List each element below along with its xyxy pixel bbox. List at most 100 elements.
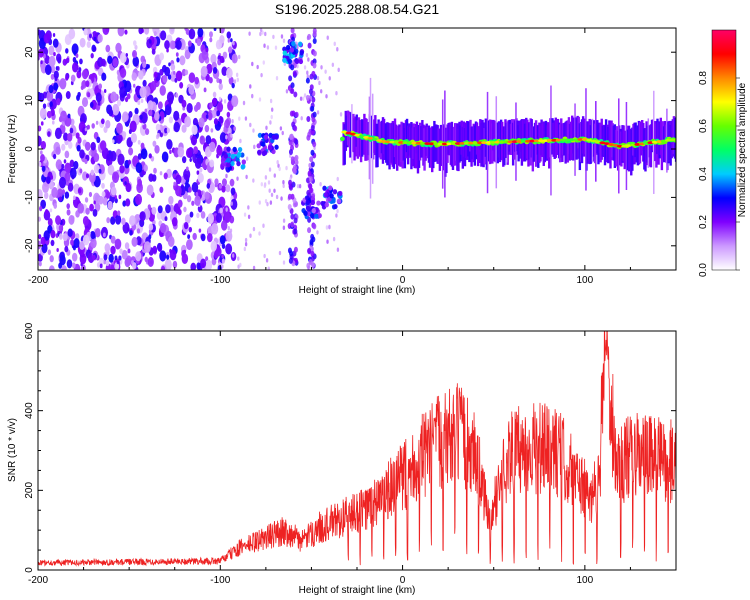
spectrogram-cell [489,140,496,144]
spectrogram-cell [64,150,70,159]
spectrogram-cell [221,66,228,77]
spectrogram-cell [310,161,315,168]
spectrogram-cell [298,58,304,65]
spectrogram-cell [273,188,276,193]
spectrogram-cell [278,250,282,256]
spectrogram-cell [121,113,128,123]
spectrogram-cell [93,36,97,42]
spectrogram-cell [38,234,42,240]
spectrogram-cell [165,204,171,214]
spectrogram-cell [153,71,158,78]
spectrogram-cell [104,243,111,253]
spectrogram-cell [450,142,457,146]
spectrogram-cell [203,87,207,93]
spectrogram-cell [55,159,63,170]
spectrogram-cell [125,182,132,193]
spectrogram-cell [52,38,59,48]
spectrogram-cell [328,76,331,81]
spectrogram-cell [307,248,312,255]
spectrogram-cell [122,131,127,138]
spectrogram-cell [230,187,236,196]
spectrogram-cell [75,132,80,139]
spectrogram-cell [179,82,184,89]
spectrogram-cell [205,135,212,145]
spectrogram-cell [181,156,187,164]
spectrogram-cell [38,161,42,167]
spectrogram-cell [101,58,106,67]
spectrogram-cell [73,160,79,170]
spectrogram-cell [225,243,233,255]
spectrogram-cell [71,43,79,55]
spectrogram-cell [166,254,170,260]
spectrogram-cell [225,134,228,140]
spectrogram-cell [326,239,329,244]
spectrogram-cell [219,207,223,214]
spectrogram-cell [282,180,285,185]
spectrogram-cell [288,149,293,156]
spectrogram-cell [75,53,79,58]
spectrogram-cell [46,176,51,184]
spectrogram-cell [114,238,122,250]
spectrogram-cell [296,63,299,69]
spectrogram-cell [269,120,272,125]
spectrogram-cell [137,140,141,145]
spectrogram-cell [311,236,316,243]
spectrogram-cell [306,74,309,79]
spectrogram-cell [144,256,148,263]
spectrogram-cell [306,70,309,75]
spectrogram-cell [80,113,87,125]
spectrogram-cell [58,233,63,240]
spectrogram-cell [106,153,111,161]
spectrogram-cell [188,28,196,40]
spectrogram-cell [190,135,198,146]
spectrogram-cell [318,80,321,86]
spectrogram-cell [290,28,295,34]
spectrogram-cell [260,72,263,78]
spectrogram-cell [112,103,120,116]
spectrogram-cell [95,92,102,103]
spectrogram-cell [290,82,295,89]
spectrogram-cell [117,28,125,37]
spectrogram-cell [121,217,126,226]
spectrogram-cell [157,205,163,214]
spectrogram-cell [230,149,234,154]
spectrogram-cell [282,46,287,52]
spectrogram-cell [77,202,85,214]
spectrogram-cell [316,110,320,115]
spectrogram-cell [169,149,172,155]
spectrogram-cell [243,246,247,252]
spectrogram-cell [244,241,248,247]
spectrogram-cell [285,165,288,171]
spectrogram-cell [279,126,283,131]
spectrogram-cell [56,247,59,252]
colorbar-ticks: 0.0 0.2 0.4 0.6 0.8 [698,71,740,277]
spectrogram-cell [298,183,302,189]
spectrogram-cell [111,171,120,183]
spectrogram-cell [157,101,163,110]
spectrogram-cell [218,82,223,91]
spectrogram-cell [153,31,157,36]
spectrogram-cell [124,181,127,186]
spectrogram-cell [228,76,234,85]
spectrogram-cell [292,70,297,77]
spectrogram-cell [266,201,269,207]
spectrogram-cell [188,84,195,95]
spectrogram-cell [287,193,292,200]
spectrogram-cell [511,140,518,144]
spectrogram-cell [100,118,105,125]
spectrogram-cell [159,85,166,96]
spectrogram-cell [263,43,266,48]
spectrogram-cell [219,55,225,64]
spectrogram-cell [219,34,225,44]
spectrogram-cell [262,60,265,65]
spectrogram-cell [44,64,52,76]
spectrogram-cell [53,51,56,57]
spectrogram-cell [542,139,549,143]
spectrogram-cell [206,63,213,74]
spectrogram-cell [291,110,296,117]
spectrogram-cell [225,184,231,193]
spectrogram-cell [212,97,218,107]
snr-ytick-label: 200 [24,482,35,499]
spectrogram-cell [311,96,316,103]
spectrogram-cell [168,116,174,124]
